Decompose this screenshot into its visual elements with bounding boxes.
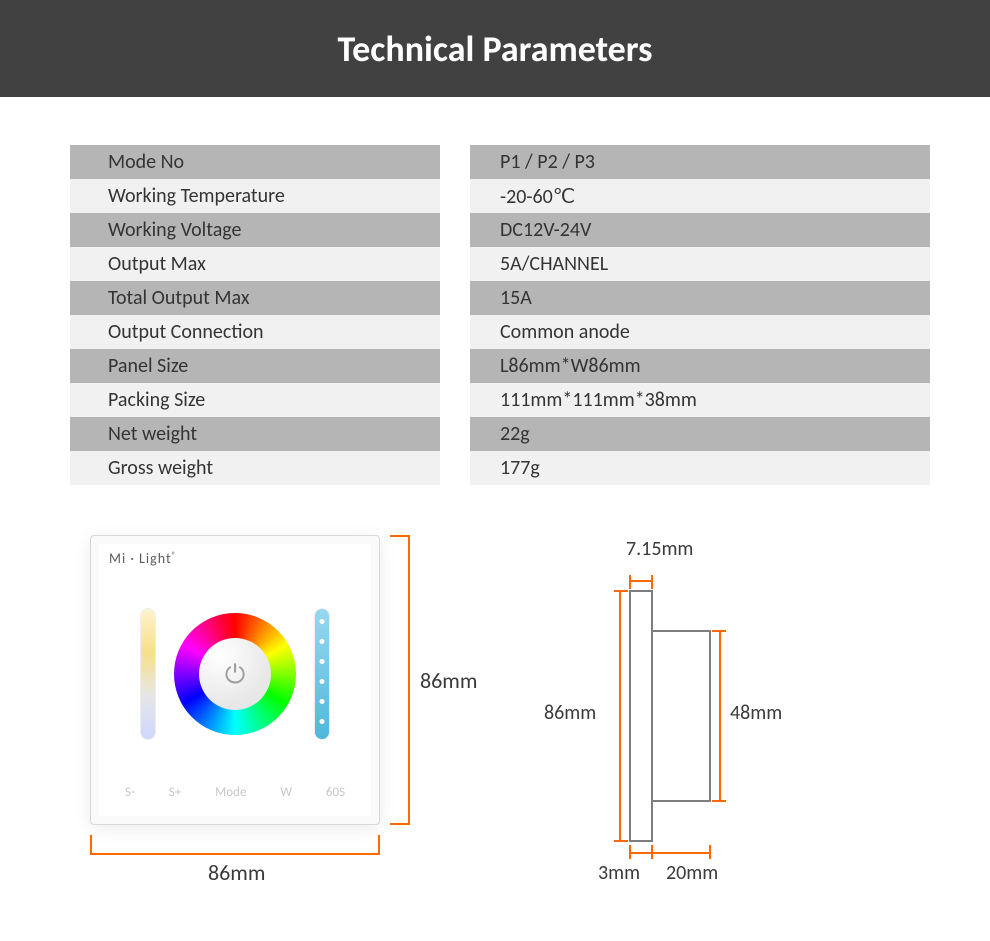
spec-label: Panel Size [70, 349, 440, 383]
dim-side-height: 86mm [544, 701, 596, 725]
spec-value: 15A [470, 281, 930, 315]
table-row: Working Voltage DC12V-24V [70, 213, 930, 247]
brightness-slider[interactable] [314, 608, 330, 740]
table-row: Gross weight 177g [70, 451, 930, 485]
spec-value: Common anode [470, 315, 930, 349]
spec-label: Mode No [70, 145, 440, 179]
content: Mode No P1 / P2 / P3 Working Temperature -2… [0, 97, 990, 901]
panel-button[interactable]: W [280, 785, 292, 800]
spec-label: Working Voltage [70, 213, 440, 247]
table-row: Total Output Max 15A [70, 281, 930, 315]
dim-label-width: 86mm [208, 859, 265, 886]
table-row: Packing Size 111mm*111mm*38mm [70, 383, 930, 417]
side-view: 7.15mm 86mm 48mm 3mm 20mm [570, 571, 870, 901]
dim-back-depth: 48mm [730, 701, 782, 725]
diagram-row: Mi · Light® ⏻ S- S+ Mode W 60S [0, 535, 990, 901]
table-row: Output Connection Common anode [70, 315, 930, 349]
panel-button[interactable]: 60S [326, 785, 345, 800]
dim-lip: 3mm [598, 861, 640, 885]
brand-label: Mi · Light® [109, 550, 177, 567]
table-row: Net weight 22g [70, 417, 930, 451]
panel-button[interactable]: Mode [215, 785, 246, 800]
spec-label: Output Max [70, 247, 440, 281]
dim-bracket-horizontal [90, 835, 380, 855]
spec-value: P1 / P2 / P3 [470, 145, 930, 179]
side-svg [570, 571, 770, 901]
panel-face: Mi · Light® ⏻ S- S+ Mode W 60S [90, 535, 380, 825]
controls-row: ⏻ [91, 608, 379, 740]
color-wheel[interactable]: ⏻ [174, 613, 296, 735]
header-band: Technical Parameters [0, 0, 990, 97]
spec-value: DC12V-24V [470, 213, 930, 247]
panel-button[interactable]: S+ [169, 785, 181, 800]
dim-front-thickness: 7.15mm [626, 537, 693, 561]
spec-value: 22g [470, 417, 930, 451]
power-button[interactable]: ⏻ [199, 638, 271, 710]
spec-value: -20-60℃ [470, 179, 930, 213]
table-row: Panel Size L86mm*W86mm [70, 349, 930, 383]
dim-bracket-vertical [390, 535, 410, 825]
front-view: Mi · Light® ⏻ S- S+ Mode W 60S [90, 535, 430, 825]
table-row: Working Temperature -20-60℃ [70, 179, 930, 213]
dim-label-height: 86mm [420, 667, 477, 694]
spec-label: Net weight [70, 417, 440, 451]
table-row: Mode No P1 / P2 / P3 [70, 145, 930, 179]
spec-label: Packing Size [70, 383, 440, 417]
spec-table: Mode No P1 / P2 / P3 Working Temperature -2… [70, 145, 930, 485]
page-title: Technical Parameters [337, 27, 652, 71]
spec-label: Working Temperature [70, 179, 440, 213]
table-row: Output Max 5A/CHANNEL [70, 247, 930, 281]
cct-slider[interactable] [140, 608, 156, 740]
spec-value: 5A/CHANNEL [470, 247, 930, 281]
dim-back-width: 20mm [666, 861, 718, 885]
spec-label: Output Connection [70, 315, 440, 349]
spec-value: 111mm*111mm*38mm [470, 383, 930, 417]
spec-value: L86mm*W86mm [470, 349, 930, 383]
button-row: S- S+ Mode W 60S [91, 785, 379, 800]
panel-button[interactable]: S- [125, 785, 135, 800]
spec-label: Gross weight [70, 451, 440, 485]
spec-label: Total Output Max [70, 281, 440, 315]
spec-value: 177g [470, 451, 930, 485]
